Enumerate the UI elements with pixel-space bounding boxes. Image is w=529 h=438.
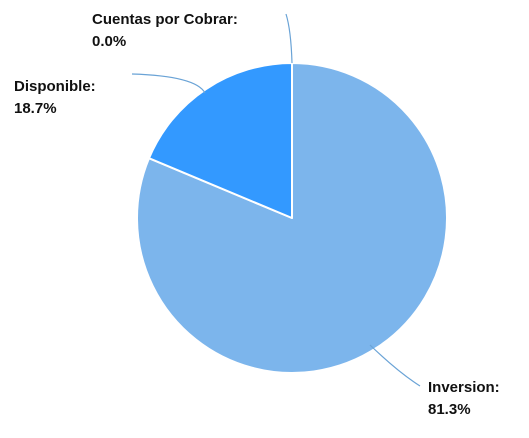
pie-slices [136,62,448,374]
pie-connector-2 [285,13,293,64]
pie-label-value-2: 0.0% [92,33,126,50]
pie-connector-1 [369,344,421,387]
pie-slice-1[interactable] [136,62,448,374]
pie-label-value-1: 81.3% [428,401,471,418]
pie-label-name-3: Disponible: [14,78,96,95]
pie-label-name-1: Inversion: [428,379,500,396]
pie-label-value-3: 18.7% [14,100,57,117]
pie-label-name-2: Cuentas por Cobrar: [92,11,238,28]
pie-labels: Inversion: 81.3% Cuentas por Cobrar: 0.0% Di… [14,11,500,418]
pie-connectors [131,13,421,387]
pie-connector-3 [131,73,206,94]
pie-slice-3[interactable] [147,62,293,219]
